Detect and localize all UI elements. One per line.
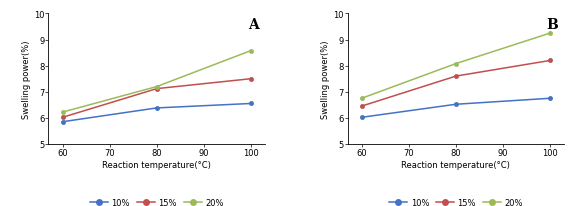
- Legend: 10%, 15%, 20%: 10%, 15%, 20%: [90, 198, 224, 206]
- 10%: [547, 97, 553, 100]
- Line: 20%: 20%: [60, 49, 253, 115]
- Line: 10%: 10%: [360, 97, 552, 120]
- 20%: [547, 33, 553, 35]
- Line: 15%: 15%: [360, 59, 552, 109]
- 20%: [59, 111, 66, 114]
- Legend: 10%, 15%, 20%: 10%, 15%, 20%: [389, 198, 523, 206]
- 10%: [59, 121, 66, 123]
- Text: B: B: [546, 18, 558, 32]
- 20%: [153, 86, 160, 88]
- 20%: [247, 50, 254, 53]
- 15%: [547, 60, 553, 62]
- Line: 20%: 20%: [360, 32, 552, 101]
- 10%: [247, 103, 254, 105]
- 10%: [453, 103, 459, 106]
- 20%: [453, 63, 459, 66]
- 15%: [59, 116, 66, 119]
- 10%: [153, 107, 160, 110]
- 20%: [359, 97, 365, 100]
- 15%: [453, 75, 459, 78]
- 15%: [153, 88, 160, 90]
- Y-axis label: Swelling power(%): Swelling power(%): [321, 40, 330, 118]
- Text: A: A: [248, 18, 259, 32]
- Line: 15%: 15%: [60, 77, 253, 120]
- 15%: [359, 105, 365, 108]
- X-axis label: Reaction temperature(°C): Reaction temperature(°C): [103, 160, 211, 169]
- Y-axis label: Swelling power(%): Swelling power(%): [22, 40, 31, 118]
- 15%: [247, 78, 254, 81]
- 10%: [359, 116, 365, 119]
- X-axis label: Reaction temperature(°C): Reaction temperature(°C): [401, 160, 510, 169]
- Line: 10%: 10%: [60, 102, 253, 124]
